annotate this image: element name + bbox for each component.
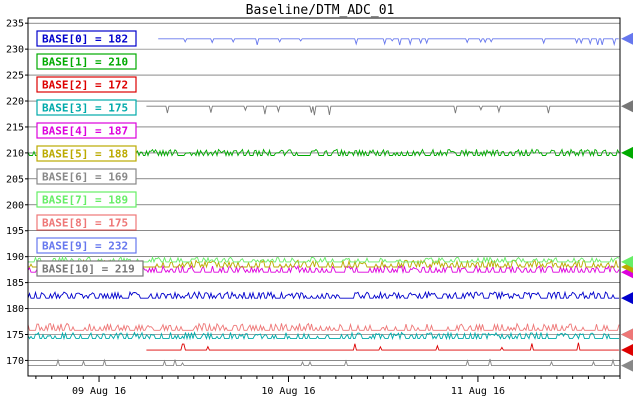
y-tick-label-195: 195	[6, 226, 24, 237]
y-tick-label-200: 200	[6, 200, 24, 211]
legend: BASE[0] = 182 BASE[1] = 210 BASE[2] = 172 B…	[36, 30, 144, 277]
series-line-8	[27, 322, 620, 333]
y-tick-label-220: 220	[6, 97, 24, 108]
series-line-0	[27, 290, 619, 300]
legend-box-4	[36, 122, 137, 139]
series-line-10	[146, 105, 619, 116]
x-tick-label-2: 11 Aug 16	[451, 386, 505, 397]
series-marker-7	[621, 255, 633, 268]
legend-label-7: BASE[7] = 189	[42, 194, 128, 207]
y-tick-label-205: 205	[6, 174, 24, 185]
legend-box-2	[36, 76, 137, 93]
series-marker-9	[621, 32, 633, 45]
series-line-2	[146, 342, 619, 351]
legend-label-6: BASE[6] = 169	[42, 171, 128, 184]
y-tick-label-185: 185	[6, 278, 24, 289]
legend-box-8	[36, 214, 137, 231]
legend-label-5: BASE[5] = 188	[42, 148, 128, 161]
y-tick-label-215: 215	[6, 122, 24, 133]
legend-label-9: BASE[9] = 232	[42, 240, 128, 253]
legend-box-6	[36, 168, 137, 185]
legend-label-2: BASE[2] = 172	[42, 79, 128, 92]
y-tick-label-235: 235	[6, 19, 24, 30]
y-tick-label-230: 230	[6, 45, 24, 56]
axis-layer: 170 175 180 185 190 195 200 205 210 215 220 225 230 2…	[6, 19, 621, 397]
legend-label-10: BASE[10] = 219	[42, 263, 135, 276]
legend-box-1	[36, 53, 137, 70]
legend-label-3: BASE[3] = 175	[42, 102, 128, 115]
series-line-3	[27, 331, 619, 341]
legend-label-0: BASE[0] = 182	[42, 33, 128, 46]
legend-box-0	[36, 30, 137, 47]
legend-box-5	[36, 145, 137, 162]
series-marker-0	[621, 292, 633, 305]
plot-frame	[27, 17, 621, 377]
y-tick-label-175: 175	[6, 330, 24, 341]
legend-label-4: BASE[4] = 187	[42, 125, 128, 138]
y-tick-label-190: 190	[6, 252, 24, 263]
legend-label-1: BASE[1] = 210	[42, 56, 128, 69]
legend-box-10	[36, 260, 144, 277]
y-tick-label-210: 210	[6, 148, 24, 159]
y-tick-label-225: 225	[6, 71, 24, 82]
series-marker-8	[621, 328, 633, 341]
series-line-7	[28, 255, 620, 264]
y-tick-label-180: 180	[6, 304, 24, 315]
legend-box-9	[36, 237, 137, 254]
series-marker-1	[621, 146, 633, 159]
legend-label-8: BASE[8] = 175	[42, 217, 128, 230]
chart-title: Baseline/DTM_ADC_01	[246, 3, 395, 18]
marker-layer	[621, 32, 633, 372]
x-tick-label-0: 09 Aug 16	[72, 386, 126, 397]
series-marker-10	[621, 100, 633, 113]
series-marker-2	[621, 344, 633, 357]
legend-box-7	[36, 191, 137, 208]
x-tick-label-1: 10 Aug 16	[261, 386, 315, 397]
legend-box-3	[36, 99, 137, 116]
y-tick-label-170: 170	[6, 356, 24, 367]
series-marker-6	[621, 359, 633, 372]
series-line-6	[28, 358, 619, 367]
series-line-9	[158, 38, 619, 47]
